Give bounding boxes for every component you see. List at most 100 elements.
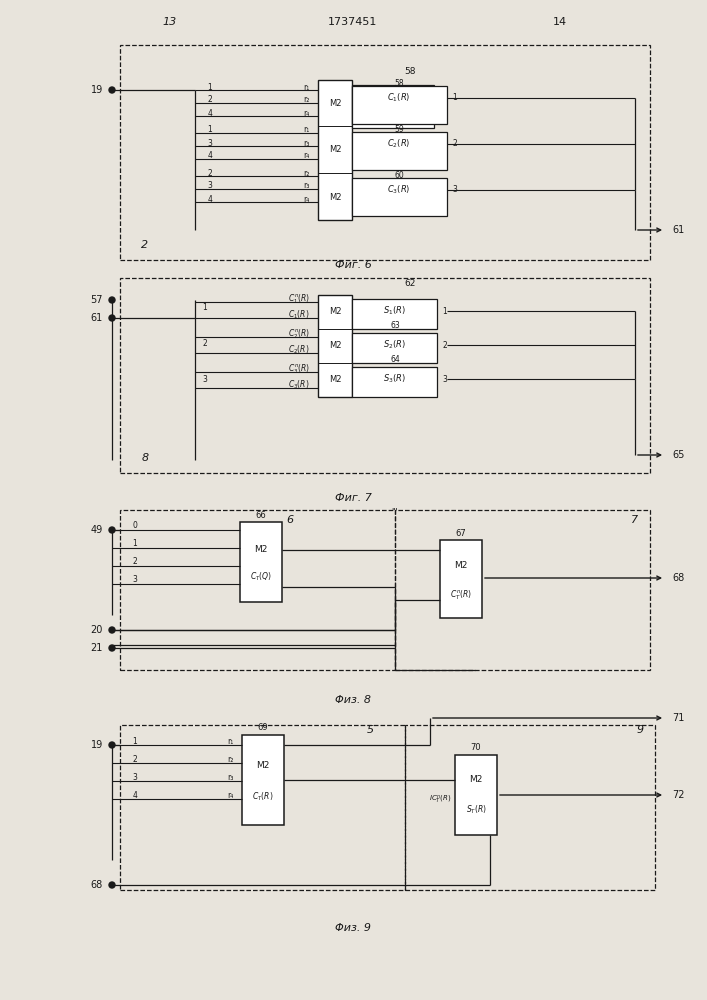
Text: 0: 0 xyxy=(132,522,137,530)
Circle shape xyxy=(109,882,115,888)
Text: $C_1(R)$: $C_1(R)$ xyxy=(387,92,411,104)
Text: 3: 3 xyxy=(132,772,137,782)
Text: 2: 2 xyxy=(141,240,148,250)
Text: $S_2(R)$: $S_2(R)$ xyxy=(382,339,406,351)
Circle shape xyxy=(109,742,115,748)
Text: r₂: r₂ xyxy=(227,754,233,764)
Text: $C_2(R)$: $C_2(R)$ xyxy=(387,138,411,150)
Text: r₄: r₄ xyxy=(304,194,310,204)
Text: Φиз. 8: Φиз. 8 xyxy=(335,695,371,705)
Bar xyxy=(352,299,437,329)
Text: 19: 19 xyxy=(90,740,103,750)
Text: 5: 5 xyxy=(366,725,373,735)
Text: $C_T(Q)$: $C_T(Q)$ xyxy=(250,571,272,583)
Text: Фиг. 6: Фиг. 6 xyxy=(334,260,371,270)
Text: M2: M2 xyxy=(329,99,341,107)
Bar xyxy=(352,333,437,363)
Text: $C_3^n(R)$: $C_3^n(R)$ xyxy=(288,362,310,376)
Text: M2: M2 xyxy=(329,375,341,384)
Circle shape xyxy=(109,645,115,651)
Text: 19: 19 xyxy=(90,85,103,95)
Text: 3: 3 xyxy=(452,186,457,194)
Text: 1: 1 xyxy=(208,83,212,92)
Circle shape xyxy=(109,527,115,533)
Text: 13: 13 xyxy=(163,17,177,27)
Text: $C_T(R)$: $C_T(R)$ xyxy=(252,791,274,803)
Circle shape xyxy=(109,315,115,321)
Bar xyxy=(240,522,282,602)
Bar xyxy=(120,725,405,890)
Text: 21: 21 xyxy=(90,643,103,653)
Text: $IC_T^n(R)$: $IC_T^n(R)$ xyxy=(428,794,451,806)
Text: 62: 62 xyxy=(404,278,416,288)
Text: M2: M2 xyxy=(255,546,268,554)
Bar xyxy=(395,510,650,670)
Text: r₁: r₁ xyxy=(304,83,310,92)
Text: r₁: r₁ xyxy=(227,736,233,746)
Text: 72: 72 xyxy=(672,790,684,800)
Text: r₄: r₄ xyxy=(304,108,310,117)
Bar xyxy=(318,80,352,220)
Text: 60: 60 xyxy=(394,172,404,180)
Text: r₃: r₃ xyxy=(227,772,233,782)
Text: $S_T(R)$: $S_T(R)$ xyxy=(465,804,486,816)
Text: 1: 1 xyxy=(443,306,448,316)
Text: M2: M2 xyxy=(329,145,341,154)
Text: 3: 3 xyxy=(132,576,137,584)
Text: 3: 3 xyxy=(443,374,448,383)
Text: 69: 69 xyxy=(257,724,269,732)
Text: 2: 2 xyxy=(208,96,212,104)
Text: 1737451: 1737451 xyxy=(328,17,378,27)
Text: $S_1(R)$: $S_1(R)$ xyxy=(382,305,406,317)
Bar xyxy=(455,755,497,835)
Bar xyxy=(120,278,650,473)
Text: r₄: r₄ xyxy=(227,790,233,800)
Text: M2: M2 xyxy=(329,192,341,202)
Bar xyxy=(440,540,482,618)
Circle shape xyxy=(109,297,115,303)
Text: M2: M2 xyxy=(329,308,341,316)
Text: 4: 4 xyxy=(208,194,212,204)
Text: 49: 49 xyxy=(90,525,103,535)
Text: r₃: r₃ xyxy=(303,138,310,147)
Text: r₃: r₃ xyxy=(303,182,310,190)
Text: 71: 71 xyxy=(672,713,684,723)
Text: M2: M2 xyxy=(469,776,483,784)
Text: $C_2(R)$: $C_2(R)$ xyxy=(288,344,310,356)
Text: 59: 59 xyxy=(394,125,404,134)
Text: $C_1(R)$: $C_1(R)$ xyxy=(288,309,310,321)
Text: r₁: r₁ xyxy=(304,125,310,134)
Text: 66: 66 xyxy=(256,510,267,520)
Text: 65: 65 xyxy=(672,450,684,460)
Bar xyxy=(242,735,284,825)
Text: r₂: r₂ xyxy=(303,96,310,104)
Text: 2: 2 xyxy=(443,340,448,350)
Text: 61: 61 xyxy=(90,313,103,323)
Bar xyxy=(352,367,437,397)
Circle shape xyxy=(109,627,115,633)
Text: 57: 57 xyxy=(90,295,103,305)
Text: 64: 64 xyxy=(390,356,400,364)
Text: 3: 3 xyxy=(208,138,212,147)
Text: 67: 67 xyxy=(455,528,467,538)
Text: 20: 20 xyxy=(90,625,103,635)
Text: 1: 1 xyxy=(208,125,212,134)
Text: 61: 61 xyxy=(672,225,684,235)
Bar xyxy=(405,725,655,890)
Text: 2: 2 xyxy=(452,139,457,148)
Text: $C_2^n(R)$: $C_2^n(R)$ xyxy=(288,327,310,341)
Text: 2: 2 xyxy=(133,754,137,764)
Text: 1: 1 xyxy=(133,540,137,548)
Text: M2: M2 xyxy=(329,342,341,351)
Text: 2: 2 xyxy=(133,558,137,566)
Text: M2: M2 xyxy=(257,760,269,770)
Text: 68: 68 xyxy=(672,573,684,583)
Text: 1: 1 xyxy=(203,304,207,312)
Bar xyxy=(352,86,447,124)
Text: 58: 58 xyxy=(395,80,404,89)
Bar xyxy=(352,85,434,128)
Text: $C_1^n(R)$: $C_1^n(R)$ xyxy=(288,292,310,306)
Text: 6: 6 xyxy=(286,515,293,525)
Text: 8: 8 xyxy=(141,453,148,463)
Text: 14: 14 xyxy=(553,17,567,27)
